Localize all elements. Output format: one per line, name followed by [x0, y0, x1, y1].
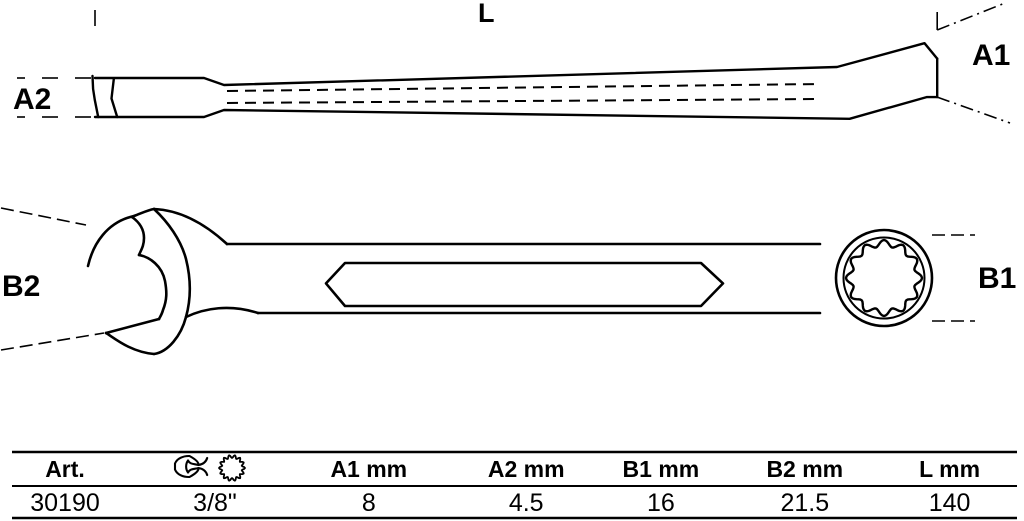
svg-text:A1: A1	[972, 39, 1010, 72]
svg-text:30190: 30190	[30, 489, 100, 517]
svg-text:Art.: Art.	[45, 456, 85, 482]
svg-text:4.5: 4.5	[509, 489, 544, 517]
svg-text:21.5: 21.5	[780, 489, 829, 517]
svg-text:16: 16	[647, 489, 675, 517]
svg-text:A2: A2	[13, 83, 51, 116]
svg-text:B1 mm: B1 mm	[623, 456, 700, 482]
svg-text:B2: B2	[2, 270, 40, 303]
svg-text:L mm: L mm	[919, 456, 980, 482]
svg-text:A1 mm: A1 mm	[330, 456, 407, 482]
svg-text:3/8": 3/8"	[193, 489, 237, 517]
svg-text:B2 mm: B2 mm	[766, 456, 843, 482]
svg-text:140: 140	[929, 489, 971, 517]
svg-text:L: L	[478, 0, 495, 28]
svg-text:B1: B1	[978, 262, 1016, 295]
svg-text:A2 mm: A2 mm	[488, 456, 565, 482]
svg-text:8: 8	[362, 489, 376, 517]
